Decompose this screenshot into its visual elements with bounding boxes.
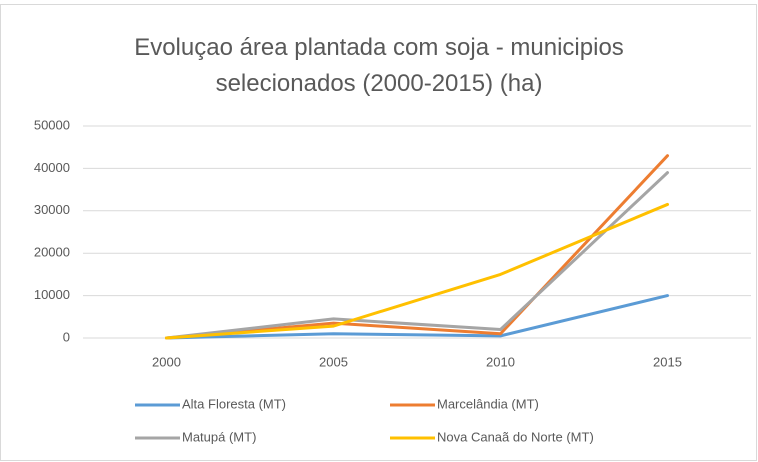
legend-label: Nova Canaã do Norte (MT) [437,429,594,444]
series-line [165,202,669,340]
legend-label: Alta Floresta (MT) [182,396,286,411]
x-tick-label: 2005 [319,354,348,369]
series-line [165,154,669,340]
y-tick-label: 20000 [34,245,70,260]
legend-label: Marcelândia (MT) [437,396,539,411]
series-line [165,294,669,340]
chart-title: Evoluçao área plantada com soja - munici… [134,34,624,97]
y-tick-label: 50000 [34,117,70,132]
x-tick-label: 2010 [486,354,515,369]
y-tick-label: 40000 [34,160,70,175]
y-tick-label: 0 [63,329,70,344]
y-tick-label: 10000 [34,287,70,302]
x-tick-label: 2000 [152,354,181,369]
y-tick-label: 30000 [34,202,70,217]
legend-label: Matupá (MT) [182,429,256,444]
x-tick-label: 2015 [653,354,682,369]
series-line [165,171,669,340]
chart-frame [0,4,757,461]
